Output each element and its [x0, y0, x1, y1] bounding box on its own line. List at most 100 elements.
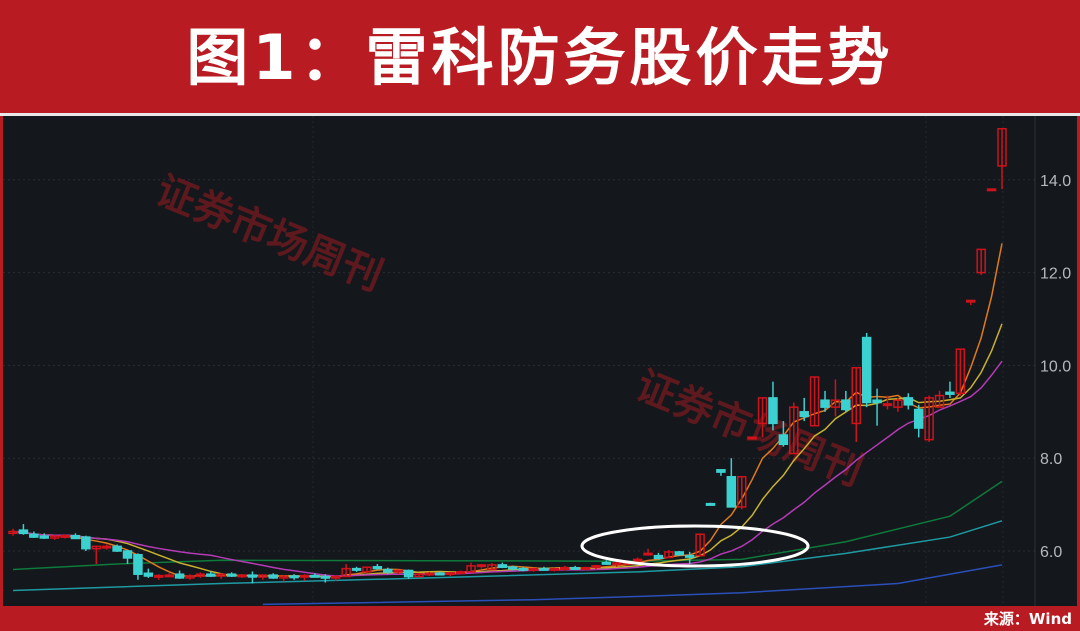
candle-up	[476, 564, 487, 568]
candle-down	[716, 469, 726, 473]
candle-down	[778, 434, 789, 446]
candle-up	[341, 567, 351, 578]
candle-down	[174, 573, 185, 579]
candle-up	[91, 545, 102, 550]
candle-down	[29, 533, 39, 538]
candle-up	[528, 567, 539, 571]
candle-down	[913, 408, 924, 429]
candle-up	[237, 574, 247, 578]
candle-down	[351, 567, 362, 571]
candle-up	[60, 534, 70, 538]
candle-down	[518, 567, 528, 571]
y-tick-label: 10.0	[1040, 358, 1071, 375]
candle-down	[122, 550, 133, 559]
candle-down	[841, 399, 851, 411]
candle-up	[195, 573, 206, 577]
candle-up	[747, 436, 757, 440]
candle-up	[49, 535, 60, 539]
ma_teal-line	[12, 520, 1003, 592]
candle-up	[882, 403, 893, 407]
ma_blue-line	[262, 564, 1003, 606]
candle-up	[362, 566, 372, 573]
candle-down	[403, 569, 414, 578]
watermark: 证券市场周刊	[630, 364, 869, 495]
candle-up	[986, 188, 997, 192]
candle-down	[768, 397, 778, 425]
candle-down	[674, 551, 685, 556]
candle-up	[643, 552, 653, 556]
candle-down	[81, 536, 91, 550]
candle-up	[216, 573, 226, 577]
candle-down	[601, 561, 612, 565]
candle-up	[757, 397, 768, 425]
candle-up	[101, 545, 112, 549]
candle-down	[861, 336, 872, 404]
y-tick-label: 6.0	[1040, 544, 1062, 561]
candle-up	[393, 569, 403, 573]
y-tick-label: 12.0	[1040, 266, 1071, 283]
candle-down	[726, 476, 737, 508]
candle-up	[997, 128, 1007, 167]
candle-down	[872, 399, 882, 404]
candle-up	[580, 566, 591, 570]
candle-down	[143, 572, 154, 577]
candle-up	[414, 573, 424, 578]
candle-up	[736, 476, 747, 508]
candle-up	[445, 572, 455, 576]
candle-up	[924, 397, 934, 441]
candle-up	[164, 574, 174, 578]
candle-up	[830, 399, 841, 408]
candle-up	[955, 348, 966, 394]
candle-up	[549, 567, 560, 571]
candle-up	[466, 565, 476, 573]
y-tick-label: 8.0	[1040, 451, 1062, 468]
candle-down	[289, 575, 299, 579]
candle-up	[153, 574, 164, 578]
candle-down	[133, 553, 143, 575]
candle-up	[789, 406, 799, 455]
candle-down	[372, 566, 383, 570]
candle-down	[112, 545, 122, 552]
candle-down	[507, 566, 518, 570]
ma20-line	[12, 360, 1003, 577]
candle-down	[70, 534, 81, 540]
ma5-line	[12, 243, 1003, 578]
ma10-line	[12, 323, 1003, 578]
candle-down	[435, 572, 445, 576]
candle-up	[966, 299, 976, 303]
candle-up	[591, 565, 601, 569]
candle-down	[945, 391, 955, 395]
candle-down	[684, 554, 695, 558]
candle-up	[632, 558, 643, 562]
candle-up	[695, 533, 705, 557]
candle-down	[226, 573, 237, 577]
candle-down	[705, 502, 716, 506]
candle-down	[653, 554, 664, 560]
candle-up	[664, 551, 674, 559]
title-banner: 图1：雷科防务股价走势	[0, 0, 1080, 116]
candle-down	[497, 564, 508, 568]
candle-down	[39, 535, 49, 539]
y-tick-label: 14.0	[1040, 173, 1071, 190]
source-label: 来源：Wind	[983, 610, 1072, 628]
candle-up	[934, 394, 945, 408]
candle-up	[424, 572, 435, 576]
candle-up	[299, 574, 310, 578]
candle-down	[206, 573, 216, 577]
candle-down	[383, 568, 393, 573]
candle-up	[560, 566, 570, 570]
watermark: 证券市场周刊	[150, 169, 389, 300]
candle-up	[258, 574, 268, 578]
candle-down	[539, 567, 549, 571]
candle-down	[903, 397, 914, 406]
candle-up	[851, 366, 862, 425]
candle-down	[320, 575, 331, 579]
candle-up	[278, 575, 289, 579]
footer-bar: 来源：Wind	[0, 606, 1080, 631]
candle-down	[247, 574, 258, 578]
candle-down	[18, 529, 29, 535]
candle-up	[893, 399, 903, 408]
candle-down	[268, 574, 279, 579]
candle-down	[310, 574, 320, 578]
